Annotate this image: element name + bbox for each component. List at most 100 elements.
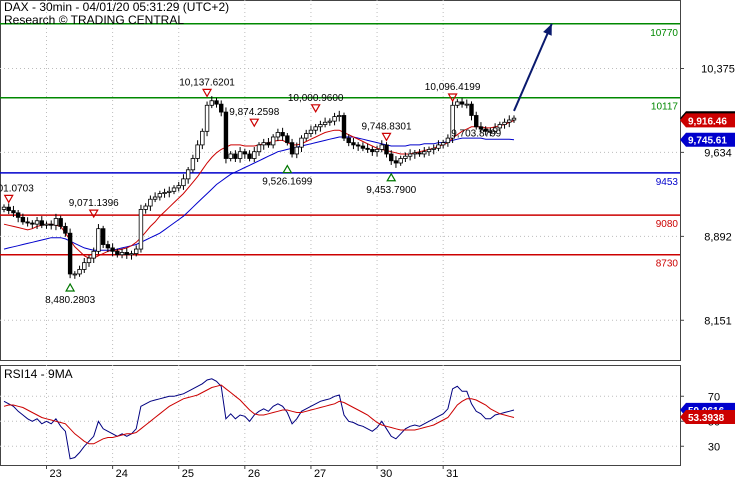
- candle-body: [393, 160, 399, 164]
- candle-body: [214, 100, 219, 105]
- price-panel-frame: [0, 0, 681, 361]
- candle-body: [370, 149, 375, 153]
- candle-body: [478, 126, 484, 130]
- y-tick-label: 8,151: [704, 315, 732, 327]
- candle-body: [464, 103, 469, 106]
- forecast-arrow-head: [543, 23, 552, 36]
- low-label: 8,480.2803: [45, 295, 95, 306]
- rsi-series-line: [3, 384, 515, 445]
- candle-body: [422, 151, 427, 155]
- candle-body: [209, 100, 214, 106]
- candle-body: [100, 228, 106, 245]
- candle-body: [341, 115, 347, 139]
- price-tags: 9,935.849,916.469,745.6159.061653.3938: [680, 111, 735, 425]
- candle-body: [275, 132, 281, 138]
- candle-body: [379, 144, 384, 150]
- candle-body: [86, 257, 92, 264]
- level-label: 10770: [650, 28, 678, 39]
- candle-body: [511, 117, 517, 121]
- forecast-arrow-shaft: [513, 23, 553, 112]
- level-label: 10117: [651, 102, 679, 113]
- candle-body: [450, 104, 455, 139]
- candle-body: [115, 250, 120, 256]
- candle-body: [332, 116, 337, 122]
- candle-body: [176, 185, 181, 189]
- chart-header-line2: Research © TRADING CENTRAL: [4, 13, 184, 27]
- high-marker: [88, 209, 99, 219]
- candle-body: [252, 151, 257, 159]
- candle-body: [455, 101, 460, 106]
- candle-body: [304, 133, 309, 139]
- candle-body: [474, 115, 479, 128]
- high-marker: [381, 132, 392, 142]
- candle-body: [374, 149, 380, 153]
- x-tick-label: 30: [380, 468, 392, 480]
- candle-body: [289, 142, 295, 155]
- candle-body: [351, 142, 356, 146]
- candle-body: [39, 220, 44, 226]
- candle-body: [1, 206, 7, 210]
- rsi-panel-title: RSI14 - 9MA: [4, 367, 73, 381]
- candle-body: [483, 128, 488, 132]
- candle-body: [270, 136, 276, 146]
- candle-body: [389, 153, 394, 162]
- candle-body: [261, 142, 266, 146]
- candle-body: [497, 124, 503, 129]
- x-tick-label: 27: [314, 468, 326, 480]
- candle-body: [360, 145, 366, 149]
- candle-body: [266, 142, 271, 146]
- candle-body: [105, 244, 111, 249]
- high-label: 9,071.1396: [69, 198, 119, 209]
- candle-body: [445, 137, 451, 144]
- candle-body: [426, 149, 432, 153]
- candle-body: [403, 155, 408, 159]
- x-tick-label: 31: [446, 468, 458, 480]
- candle-body: [247, 153, 252, 159]
- rsi-series-line: [3, 378, 515, 460]
- high-marker: [249, 118, 260, 128]
- rsi-y-tick-label: 70: [708, 391, 720, 403]
- candle-body: [313, 126, 318, 131]
- candle-body: [365, 147, 370, 150]
- low-marker: [282, 164, 293, 174]
- candle-body: [134, 248, 139, 254]
- candles: [1, 96, 517, 279]
- candle-body: [124, 252, 129, 256]
- candle-body: [30, 222, 35, 225]
- y-tick-label: 10,375: [701, 63, 735, 75]
- price-tag-label: 9,916.46: [688, 116, 727, 127]
- x-tick-label: 23: [50, 468, 62, 480]
- candle-body: [195, 144, 200, 159]
- low-label: 9,453.7900: [366, 185, 416, 196]
- candle-body: [398, 158, 403, 164]
- candle-body: [119, 252, 125, 256]
- low-marker: [65, 282, 76, 292]
- candle-body: [412, 152, 418, 155]
- candle-body: [327, 120, 333, 123]
- candle-body: [384, 144, 389, 155]
- candle-body: [318, 124, 323, 128]
- high-marker: [202, 88, 213, 98]
- candle-body: [242, 151, 248, 155]
- high-label: 9,748.8301: [361, 121, 411, 132]
- forecast-arrow: [513, 23, 553, 112]
- high-label: 9,201.0703: [0, 183, 34, 194]
- low-marker: [386, 172, 397, 182]
- candle-body: [34, 220, 40, 225]
- candle-body: [148, 198, 153, 207]
- candle-body: [44, 223, 49, 226]
- candle-body: [190, 158, 196, 171]
- high-label: 10,000.9600: [288, 93, 344, 104]
- candle-body: [346, 137, 351, 144]
- candle-body: [15, 212, 21, 218]
- level-label: 9080: [656, 219, 679, 230]
- y-tick-label: 9,634: [704, 147, 732, 159]
- candle-body: [20, 216, 26, 223]
- candle-body: [219, 103, 224, 113]
- candle-body: [233, 153, 238, 159]
- candle-body: [488, 130, 493, 133]
- x-tick-label: 25: [182, 468, 194, 480]
- candle-body: [91, 250, 96, 259]
- candle-body: [63, 226, 68, 234]
- candle-body: [138, 209, 144, 250]
